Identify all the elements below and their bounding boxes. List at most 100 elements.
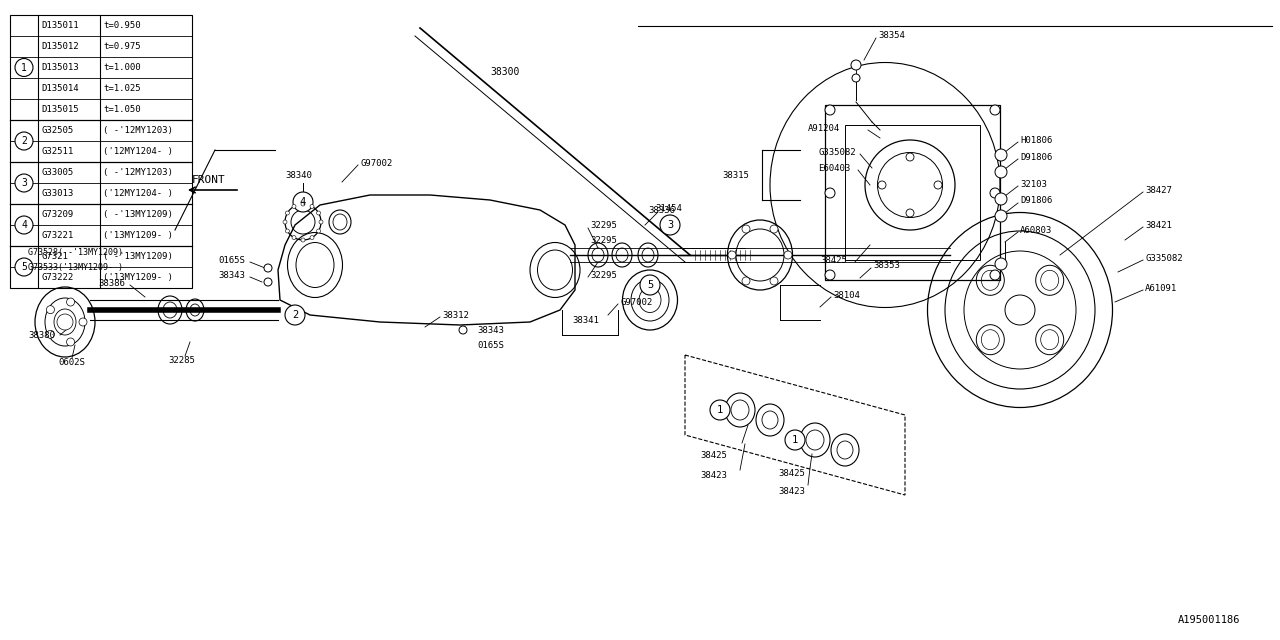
Text: D91806: D91806	[1020, 152, 1052, 161]
Circle shape	[771, 225, 778, 233]
Text: 0165S: 0165S	[477, 340, 504, 349]
Text: 38423: 38423	[778, 488, 805, 497]
Text: 38343: 38343	[477, 326, 504, 335]
Circle shape	[46, 306, 55, 314]
Text: D135013: D135013	[41, 63, 78, 72]
Circle shape	[460, 326, 467, 334]
Circle shape	[906, 153, 914, 161]
Text: 38300: 38300	[490, 67, 520, 77]
Circle shape	[771, 277, 778, 285]
Text: 32285: 32285	[168, 355, 195, 365]
Text: G335082: G335082	[1146, 253, 1183, 262]
Text: ('12MY1204- ): ('12MY1204- )	[102, 189, 173, 198]
Text: 38425: 38425	[700, 451, 727, 460]
Text: D135012: D135012	[41, 42, 78, 51]
Text: 32295: 32295	[590, 221, 617, 230]
Circle shape	[46, 330, 55, 339]
Circle shape	[15, 258, 33, 276]
Circle shape	[826, 105, 835, 115]
Text: H01806: H01806	[1020, 136, 1052, 145]
Text: 38380: 38380	[28, 330, 55, 339]
Text: G73222: G73222	[41, 273, 73, 282]
Circle shape	[15, 58, 33, 77]
Text: G335082: G335082	[818, 147, 855, 157]
Text: 38336: 38336	[648, 205, 675, 214]
Bar	[845, 125, 980, 260]
Text: t=0.975: t=0.975	[102, 42, 141, 51]
Circle shape	[742, 225, 750, 233]
Text: 32295: 32295	[590, 271, 617, 280]
Circle shape	[58, 314, 73, 330]
Circle shape	[15, 174, 33, 192]
Circle shape	[995, 149, 1007, 161]
Text: A91204: A91204	[808, 124, 840, 132]
Text: 0165S: 0165S	[218, 255, 244, 264]
Circle shape	[989, 188, 1000, 198]
Text: 5: 5	[646, 280, 653, 290]
Text: G97002: G97002	[360, 159, 392, 168]
Circle shape	[785, 430, 805, 450]
Text: 38425: 38425	[820, 255, 847, 264]
Circle shape	[826, 188, 835, 198]
Circle shape	[640, 275, 660, 295]
Circle shape	[995, 193, 1007, 205]
Circle shape	[301, 202, 305, 206]
Circle shape	[293, 192, 314, 212]
Text: 32295: 32295	[590, 236, 617, 244]
Text: D135014: D135014	[41, 84, 78, 93]
Text: A195001186: A195001186	[1178, 615, 1240, 625]
Circle shape	[292, 236, 296, 239]
Text: 38425: 38425	[778, 468, 805, 477]
Text: t=1.050: t=1.050	[102, 105, 141, 114]
Text: 38312: 38312	[442, 310, 468, 319]
Circle shape	[301, 238, 305, 242]
Text: ( -'13MY1209): ( -'13MY1209)	[102, 210, 173, 219]
Bar	[10, 15, 192, 288]
Text: D135015: D135015	[41, 105, 78, 114]
Text: G97002: G97002	[620, 298, 653, 307]
Circle shape	[1005, 295, 1036, 325]
Circle shape	[15, 132, 33, 150]
Text: 1: 1	[20, 63, 27, 72]
Circle shape	[264, 264, 273, 272]
Circle shape	[316, 229, 320, 233]
Circle shape	[285, 211, 289, 215]
Text: 38104: 38104	[833, 291, 860, 300]
Text: 38353: 38353	[873, 260, 900, 269]
Text: G32505: G32505	[41, 126, 73, 135]
Circle shape	[79, 318, 87, 326]
Circle shape	[878, 181, 886, 189]
Text: 38341: 38341	[572, 316, 599, 324]
Circle shape	[310, 204, 314, 209]
Text: 3: 3	[20, 178, 27, 188]
Text: t=1.025: t=1.025	[102, 84, 141, 93]
Text: 38386: 38386	[99, 278, 125, 287]
Circle shape	[826, 270, 835, 280]
Circle shape	[852, 74, 860, 82]
Circle shape	[742, 277, 750, 285]
Text: D91806: D91806	[1020, 195, 1052, 205]
Text: 1: 1	[792, 435, 799, 445]
Text: 3: 3	[667, 220, 673, 230]
Text: 31454: 31454	[655, 204, 682, 212]
Text: A61091: A61091	[1146, 284, 1178, 292]
Circle shape	[995, 166, 1007, 178]
Text: ('13MY1209- ): ('13MY1209- )	[102, 273, 173, 282]
Text: 32103: 32103	[1020, 179, 1047, 189]
Circle shape	[989, 270, 1000, 280]
Text: t=0.950: t=0.950	[102, 21, 141, 30]
Text: G73221: G73221	[41, 231, 73, 240]
Bar	[826, 105, 1000, 280]
Text: 38315: 38315	[722, 170, 749, 179]
Text: 1: 1	[717, 405, 723, 415]
Circle shape	[292, 204, 296, 209]
Circle shape	[728, 251, 736, 259]
Circle shape	[710, 400, 730, 420]
Circle shape	[319, 220, 323, 224]
Circle shape	[283, 220, 287, 224]
Circle shape	[67, 298, 74, 306]
Text: 2: 2	[292, 310, 298, 320]
Circle shape	[906, 209, 914, 217]
Circle shape	[995, 210, 1007, 222]
Circle shape	[934, 181, 942, 189]
